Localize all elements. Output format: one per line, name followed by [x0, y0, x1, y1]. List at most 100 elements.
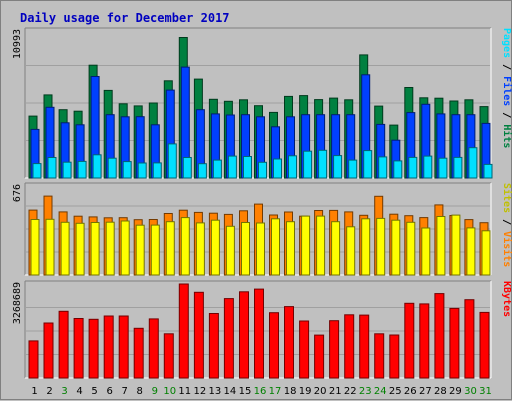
hits-files-pages-bar-pages-8 — [137, 162, 147, 179]
hits-files-pages-bar-pages-30 — [468, 147, 478, 179]
x-tick-label-5: 5 — [91, 386, 97, 397]
hits-files-pages-bar-pages-10 — [167, 143, 177, 179]
kbytes-bar-kbytes-22 — [344, 314, 355, 379]
hits-files-pages-bar-pages-6 — [107, 157, 117, 179]
visits-sites-bar-sites-9 — [150, 224, 160, 276]
visits-sites-bar-sites-19 — [301, 215, 311, 276]
visits-sites-bar-sites-20 — [316, 215, 326, 276]
visits-sites-bar-sites-14 — [225, 225, 235, 276]
kbytes-bar-kbytes-18 — [284, 306, 294, 379]
hits-files-pages-bar-pages-28 — [438, 157, 448, 179]
kbytes-bar-kbytes-21 — [329, 320, 340, 379]
x-tick-label-10: 10 — [163, 386, 176, 397]
visits-sites-bar-sites-28 — [436, 216, 446, 276]
x-tick-label-22: 22 — [344, 386, 357, 397]
hits-files-pages-axis-label-separator: / — [501, 58, 512, 76]
x-tick-label-12: 12 — [194, 386, 207, 397]
x-tick-label-7: 7 — [122, 386, 128, 397]
kbytes-bar-kbytes-17 — [269, 312, 279, 379]
x-tick-label-4: 4 — [76, 386, 82, 397]
kbytes-bar-kbytes-3 — [58, 310, 69, 379]
visits-sites-axis-label-visits: Visits — [501, 231, 512, 267]
hits-files-pages-bar-pages-24 — [378, 156, 388, 179]
hits-files-pages-bar-pages-23 — [363, 150, 373, 179]
kbytes-bar-kbytes-15 — [239, 291, 249, 379]
visits-sites-bar-sites-6 — [105, 221, 115, 276]
hits-files-pages-bar-pages-21 — [333, 155, 343, 179]
hits-files-pages-bar-pages-9 — [152, 162, 162, 179]
hits-files-pages-bar-pages-7 — [122, 161, 132, 179]
kbytes-bar-kbytes-10 — [163, 333, 174, 379]
hits-files-pages-bar-pages-11 — [182, 157, 192, 179]
visits-sites-bar-sites-24 — [376, 217, 386, 276]
x-tick-label-3: 3 — [61, 386, 67, 397]
visits-sites-bar-sites-13 — [210, 219, 220, 276]
visits-sites-bar-sites-1 — [30, 219, 40, 276]
visits-sites-bar-sites-3 — [60, 221, 70, 276]
hits-files-pages-axis-label-hits: Hits — [501, 124, 512, 148]
x-tick-label-30: 30 — [464, 386, 477, 397]
visits-sites-bar-sites-4 — [75, 222, 85, 276]
visits-sites-bar-sites-30 — [466, 227, 476, 276]
kbytes-bar-kbytes-1 — [28, 340, 39, 379]
visits-sites-bar-sites-27 — [421, 227, 431, 276]
hits-files-pages-bar-pages-18 — [288, 155, 297, 179]
kbytes-bar-kbytes-12 — [193, 291, 204, 379]
visits-sites-bar-sites-31 — [481, 230, 491, 276]
hits-files-pages-bar-pages-17 — [273, 158, 282, 179]
visits-sites-bar-sites-8 — [135, 224, 145, 276]
hits-files-pages-bar-pages-2 — [47, 157, 57, 179]
x-tick-label-16: 16 — [254, 386, 267, 397]
visits-sites-bar-sites-23 — [361, 218, 371, 276]
visits-sites-bar-sites-2 — [45, 218, 55, 276]
visits-sites-ymax-label: 676 — [12, 184, 23, 202]
visits-sites-bar-sites-26 — [406, 221, 416, 276]
kbytes-bar-kbytes-26 — [404, 302, 415, 379]
x-tick-label-29: 29 — [449, 386, 462, 397]
hits-files-pages-bar-pages-13 — [212, 159, 222, 179]
x-tick-label-15: 15 — [239, 386, 252, 397]
hits-files-pages-bar-pages-29 — [453, 156, 463, 179]
kbytes-bar-kbytes-27 — [419, 303, 430, 379]
x-tick-label-17: 17 — [269, 386, 282, 397]
visits-sites-bar-sites-17 — [271, 218, 280, 276]
hits-files-pages-bar-pages-4 — [77, 160, 87, 179]
visits-sites-axis-label-sites: Sites — [501, 183, 512, 213]
kbytes-bar-kbytes-11 — [178, 283, 189, 379]
kbytes-bar-kbytes-25 — [389, 334, 400, 379]
hits-files-pages-bar-pages-19 — [303, 150, 313, 179]
visits-sites-bar-sites-16 — [256, 222, 265, 276]
visits-sites-bar-sites-15 — [241, 222, 250, 276]
x-tick-label-28: 28 — [434, 386, 447, 397]
x-tick-label-8: 8 — [137, 386, 143, 397]
kbytes-bar-kbytes-9 — [148, 318, 159, 379]
visits-sites-bar-sites-25 — [391, 219, 401, 276]
hits-files-pages-bar-pages-26 — [408, 156, 418, 179]
x-tick-label-24: 24 — [374, 386, 387, 397]
kbytes-bar-kbytes-24 — [374, 333, 385, 379]
kbytes-bar-kbytes-20 — [314, 334, 325, 379]
kbytes-bar-kbytes-7 — [118, 315, 129, 379]
hits-files-pages-axis-label-separator: / — [501, 106, 512, 124]
hits-files-pages-axis-label-files: Files — [501, 76, 512, 106]
visits-sites-bar-sites-11 — [180, 217, 190, 276]
visits-sites-bar-sites-10 — [165, 221, 175, 276]
hits-files-pages-bar-pages-16 — [258, 161, 267, 179]
x-tick-label-9: 9 — [152, 386, 158, 397]
hits-files-pages-bar-pages-3 — [62, 161, 72, 179]
hits-files-pages-ymax-label: 10993 — [12, 29, 23, 59]
hits-files-pages-bar-pages-1 — [32, 163, 42, 179]
kbytes-bar-kbytes-31 — [479, 311, 490, 379]
hits-files-pages-bar-pages-14 — [227, 155, 237, 179]
kbytes-bar-kbytes-30 — [464, 299, 475, 379]
kbytes-bar-kbytes-14 — [223, 298, 234, 379]
visits-sites-bar-sites-7 — [120, 220, 130, 276]
kbytes-bar-kbytes-6 — [103, 315, 114, 379]
kbytes-bar-kbytes-19 — [299, 320, 310, 379]
hits-files-pages-bar-pages-20 — [318, 149, 328, 179]
visits-sites-bar-sites-5 — [90, 222, 100, 276]
kbytes-bar-kbytes-5 — [88, 318, 99, 379]
kbytes-axis-label: KBytes — [501, 281, 512, 317]
visits-sites-bar-sites-29 — [451, 214, 461, 276]
kbytes-bar-kbytes-29 — [449, 307, 460, 379]
